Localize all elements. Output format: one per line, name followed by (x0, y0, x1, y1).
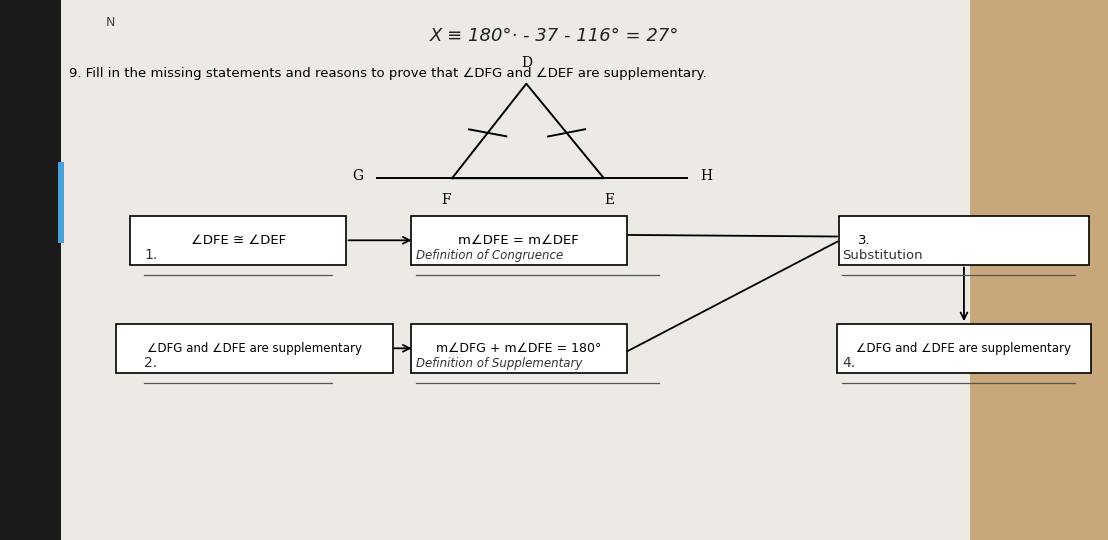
Text: 1.: 1. (144, 248, 157, 262)
Text: E: E (604, 193, 615, 207)
Text: 9. Fill in the missing statements and reasons to prove that ∠DFG and ∠DEF are su: 9. Fill in the missing statements and re… (69, 68, 707, 80)
FancyBboxPatch shape (411, 216, 627, 265)
FancyBboxPatch shape (61, 0, 970, 540)
Text: X ≡ 180°· - 37 - 116° = 27°: X ≡ 180°· - 37 - 116° = 27° (429, 27, 679, 45)
FancyBboxPatch shape (131, 216, 346, 265)
FancyBboxPatch shape (840, 216, 1088, 265)
Text: m∠DFE = m∠DEF: m∠DFE = m∠DEF (459, 234, 578, 247)
FancyBboxPatch shape (58, 162, 64, 243)
Text: Definition of Congruence: Definition of Congruence (416, 249, 563, 262)
FancyBboxPatch shape (116, 324, 393, 373)
Text: 2.: 2. (144, 356, 157, 370)
FancyBboxPatch shape (837, 324, 1091, 373)
Text: 3.: 3. (858, 234, 871, 247)
FancyBboxPatch shape (61, 0, 1108, 540)
Text: G: G (352, 168, 363, 183)
Text: D: D (521, 56, 532, 70)
Text: ∠DFG and ∠DFE are supplementary: ∠DFG and ∠DFE are supplementary (856, 342, 1071, 355)
FancyBboxPatch shape (909, 0, 1108, 540)
Text: H: H (700, 168, 712, 183)
Text: 4.: 4. (842, 356, 855, 370)
Text: ∠DFG and ∠DFE are supplementary: ∠DFG and ∠DFE are supplementary (147, 342, 362, 355)
Text: m∠DFG + m∠DFE = 180°: m∠DFG + m∠DFE = 180° (435, 342, 602, 355)
FancyBboxPatch shape (0, 0, 61, 540)
Text: Definition of Supplementary: Definition of Supplementary (416, 357, 582, 370)
Text: N: N (105, 16, 114, 29)
FancyBboxPatch shape (411, 324, 627, 373)
Text: Substitution: Substitution (842, 249, 923, 262)
Text: ∠DFE ≅ ∠DEF: ∠DFE ≅ ∠DEF (191, 234, 286, 247)
Text: F: F (442, 193, 451, 207)
